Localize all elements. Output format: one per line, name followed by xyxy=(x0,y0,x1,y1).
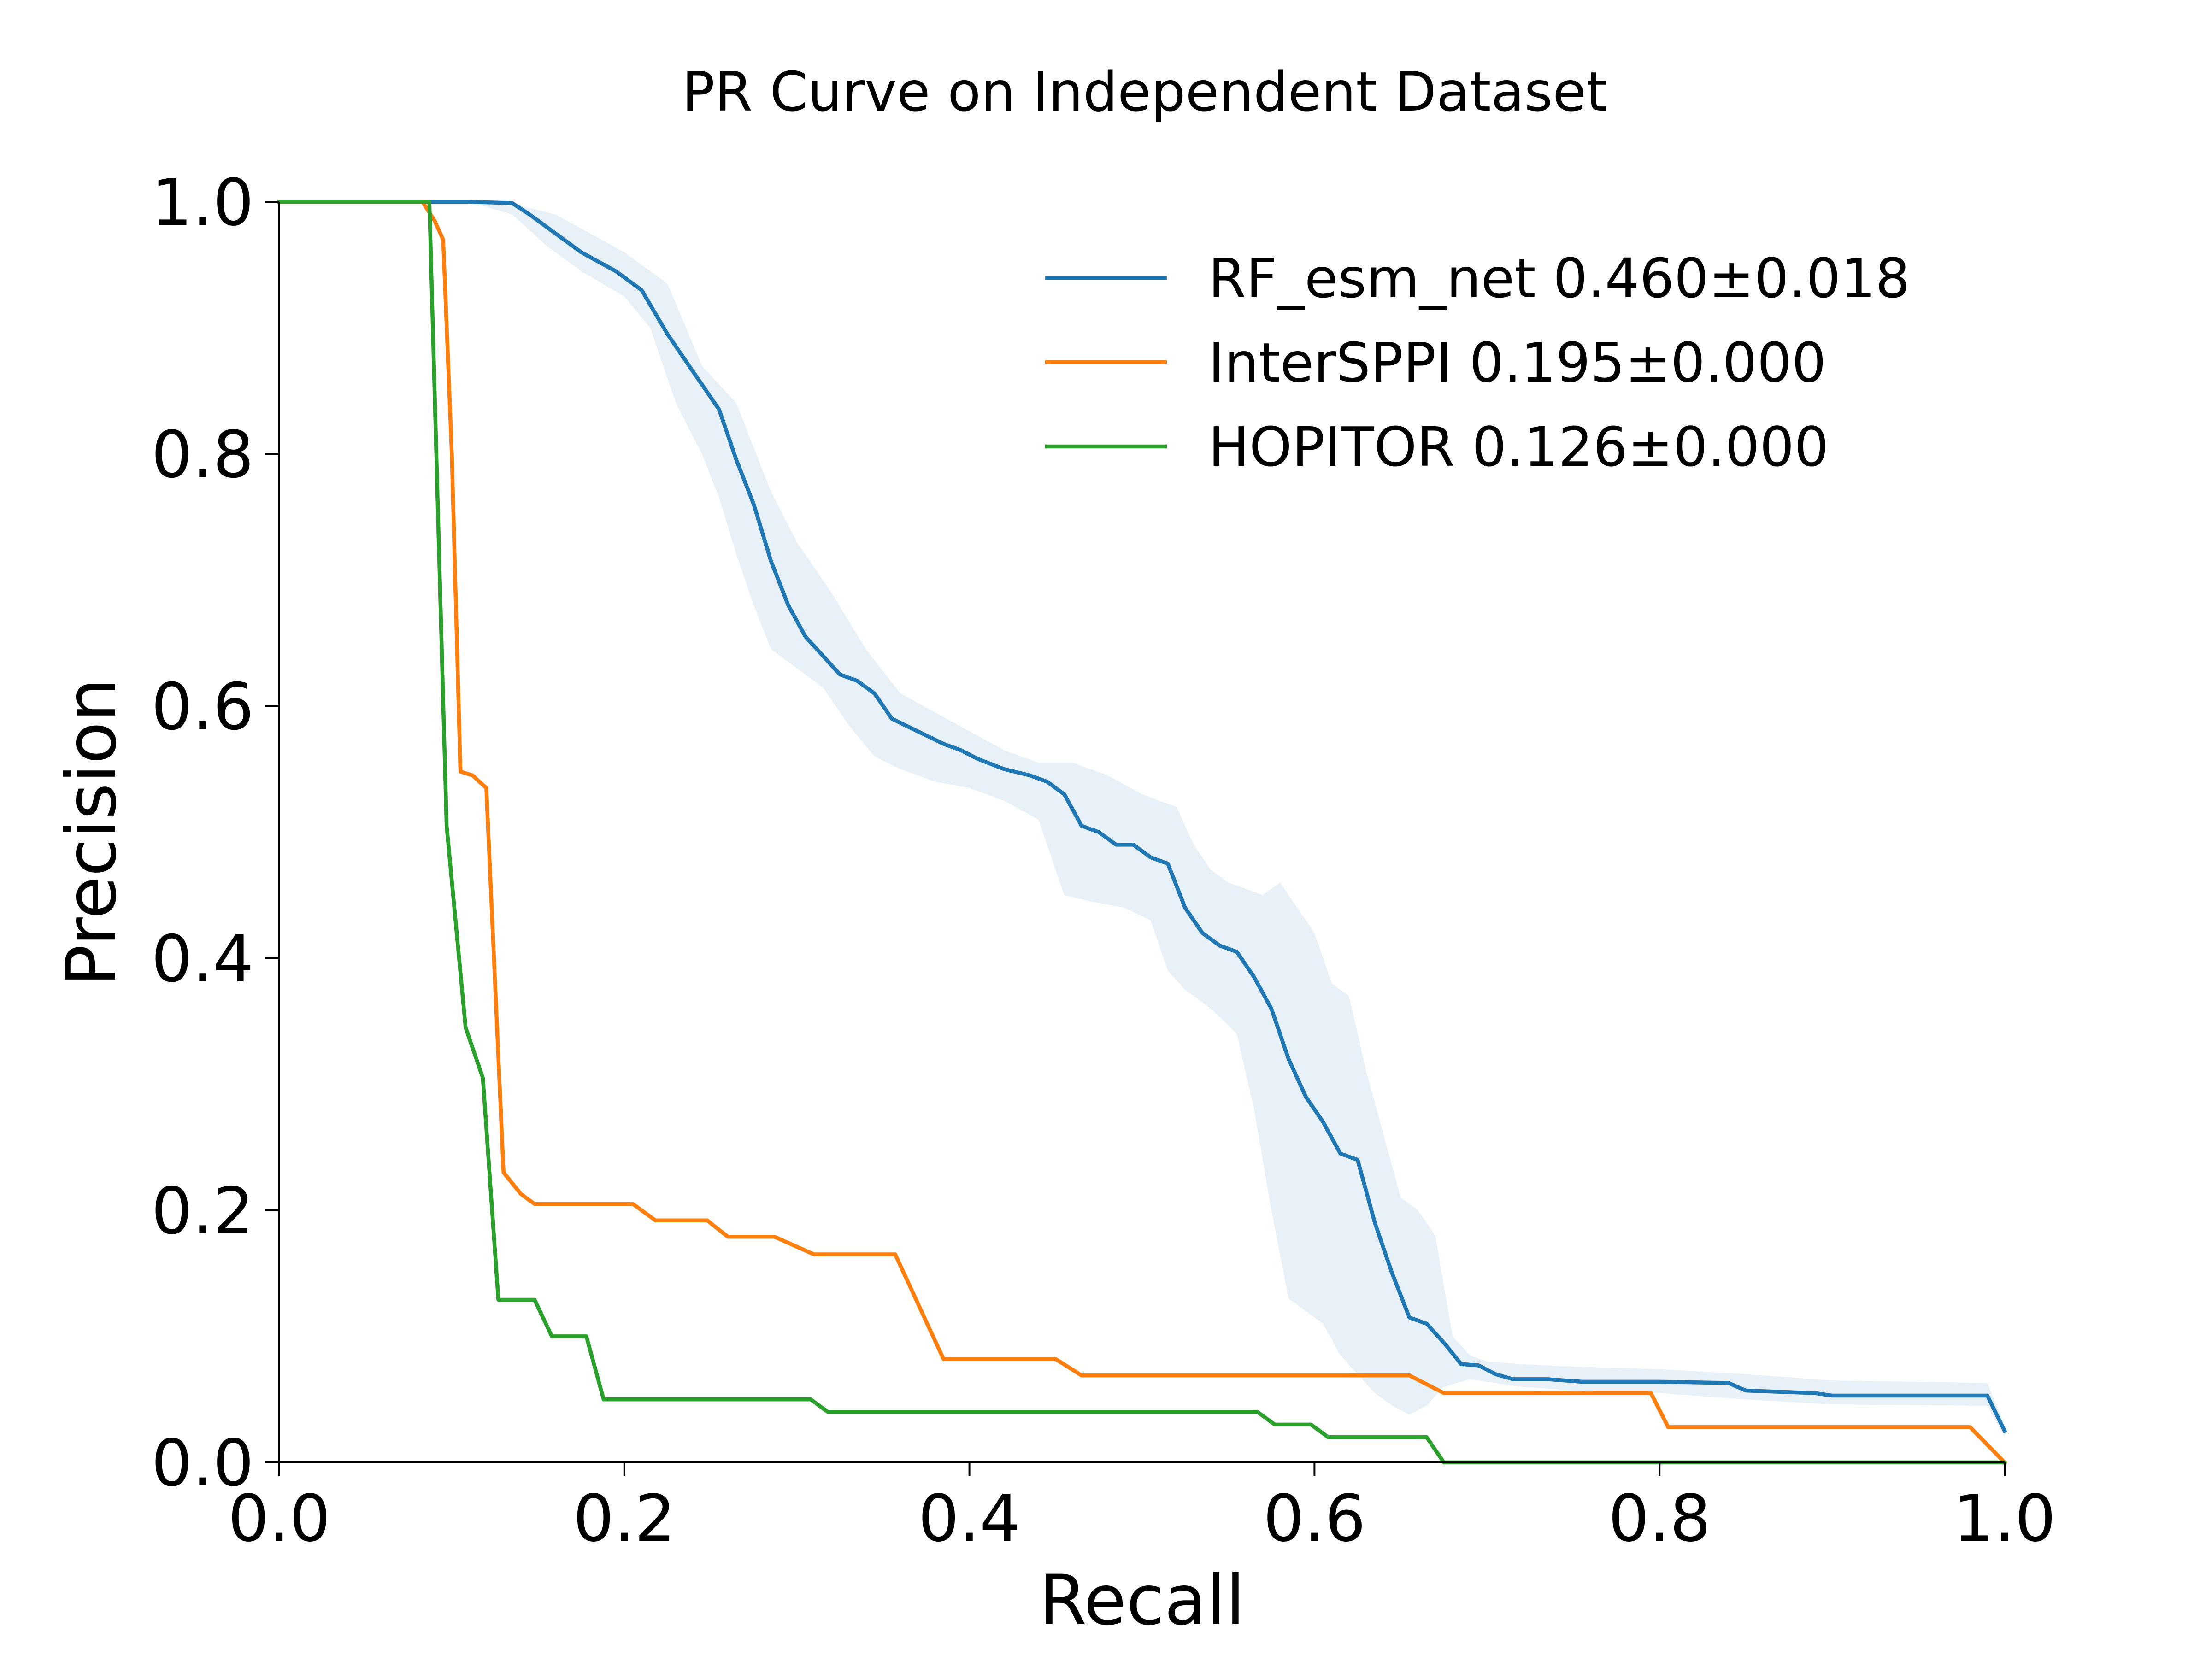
x-tick-label-0: 0.0 xyxy=(228,1481,331,1556)
series-line-0 xyxy=(277,200,2007,1434)
x-tick-label-5: 1.0 xyxy=(1953,1481,2056,1556)
confidence-bands xyxy=(279,202,2005,1438)
x-axis-ticks: 0.0 0.2 0.4 0.6 0.8 1.0 xyxy=(228,1462,2056,1556)
chart-title: PR Curve on Independent Dataset xyxy=(682,60,1607,123)
legend-label-2: HOPITOR 0.126±0.000 xyxy=(1208,415,1829,479)
x-tick-label-4: 0.8 xyxy=(1608,1481,1711,1556)
x-tick-label-3: 0.6 xyxy=(1263,1481,1366,1556)
y-axis-label: Precision xyxy=(52,678,132,986)
x-tick-label-2: 0.4 xyxy=(918,1481,1021,1556)
y-tick-label-5: 1.0 xyxy=(151,165,254,241)
x-tick-label-1: 0.2 xyxy=(573,1481,676,1556)
y-tick-label-3: 0.6 xyxy=(151,669,254,745)
series-line-2 xyxy=(277,200,2007,1465)
y-tick-label-4: 0.8 xyxy=(151,417,254,493)
y-tick-label-0: 0.0 xyxy=(151,1426,254,1501)
y-axis-ticks: 0.0 0.2 0.4 0.6 0.8 1.0 xyxy=(151,165,279,1501)
x-axis-label: Recall xyxy=(1039,1561,1245,1641)
legend: RF_esm_net 0.460±0.018 InterSPPI 0.195±0.… xyxy=(1045,247,1910,479)
y-tick-label-2: 0.4 xyxy=(151,922,254,997)
legend-label-0: RF_esm_net 0.460±0.018 xyxy=(1208,247,1910,310)
y-tick-label-1: 0.2 xyxy=(151,1174,254,1249)
series-line-1 xyxy=(277,200,2008,1466)
series-lines xyxy=(277,200,2008,1466)
confidence-band-0 xyxy=(279,202,2005,1438)
legend-label-1: InterSPPI 0.195±0.000 xyxy=(1208,331,1826,394)
